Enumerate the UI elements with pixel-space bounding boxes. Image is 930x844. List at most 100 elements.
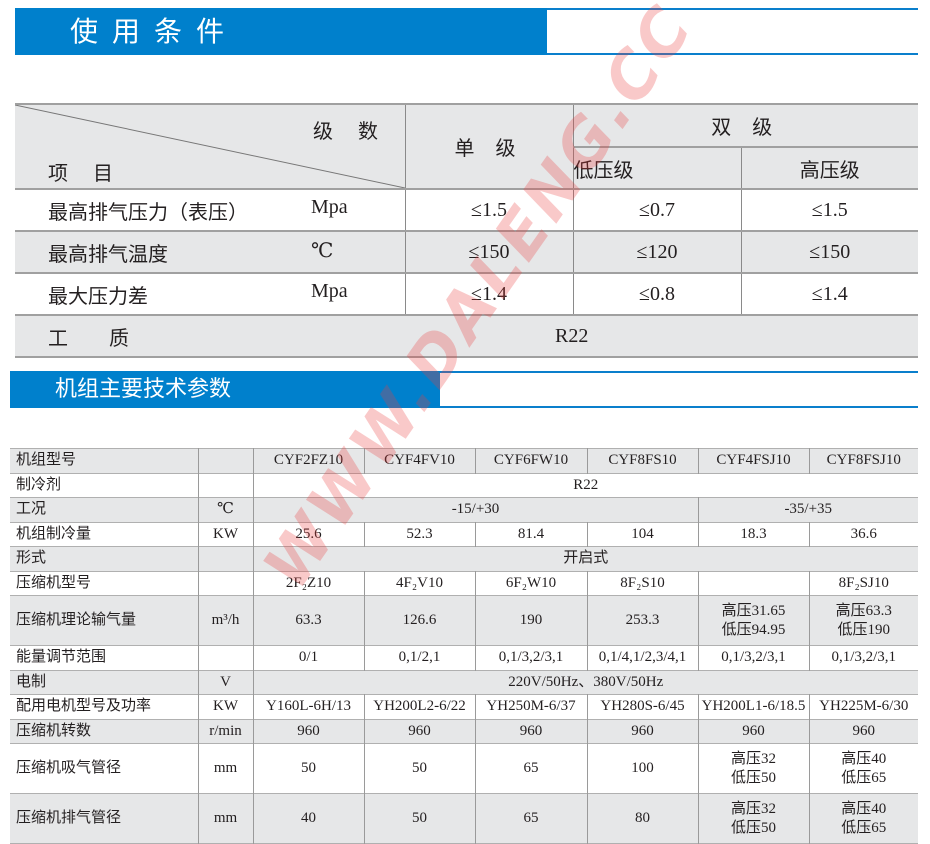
unit: m³/h bbox=[197, 595, 253, 646]
stage-count-label: 级 数 bbox=[313, 121, 388, 143]
table-row: 最大压力差 Mpa ≤1.4 ≤0.8 ≤1.4 bbox=[15, 273, 918, 315]
value-cell: CYF4FV10 bbox=[363, 448, 475, 473]
unit bbox=[197, 546, 253, 571]
value-cell: 960 bbox=[697, 719, 809, 744]
row-label: 形式 bbox=[16, 550, 47, 567]
table-row: 压缩机排气管径 mm 40 50 65 80 高压32 低压50 高压40 低压65 bbox=[10, 793, 918, 844]
table-row: 机组制冷量 KW 25.6 52.3 81.4 104 18.3 36.6 bbox=[10, 522, 918, 547]
unit: KW bbox=[197, 694, 253, 719]
table-row-medium: 工 质 R22 bbox=[15, 315, 918, 357]
high-value: ≤150 bbox=[740, 231, 918, 273]
low-value: ≤120 bbox=[572, 231, 742, 273]
table-row: 压缩机吸气管径 mm 50 50 65 100 高压32 低压50 高压40 低压65 bbox=[10, 743, 918, 794]
value-cell: CYF8FSJ10 bbox=[808, 448, 918, 473]
unit: V bbox=[197, 670, 253, 695]
table-row: 压缩机型号 2F₂Z10 4F₂V10 6F₂W10 8F₂S10 8F₂SJ10 bbox=[10, 571, 918, 596]
high-value: ≤1.5 bbox=[740, 189, 918, 231]
row-label: 最大压力差 Mpa bbox=[15, 273, 406, 315]
table-row: 制冷剂 R22 bbox=[10, 473, 918, 498]
value-cell: 25.6 bbox=[252, 522, 364, 547]
table-row: 电制 V 220V/50Hz、380V/50Hz bbox=[10, 670, 918, 695]
row-label: 机组制冷量 bbox=[16, 525, 92, 542]
value-cell: CYF8FS10 bbox=[586, 448, 698, 473]
table-row: 工况 ℃ -15/+30 -35/+35 bbox=[10, 497, 918, 522]
double-stage-header: 双 级 bbox=[572, 104, 918, 148]
value-cell: 0/1 bbox=[252, 645, 364, 670]
value-cell: 高压40 低压65 bbox=[808, 793, 918, 844]
tech-params-table: 机组型号 CYF2FZ10 CYF4FV10 CYF6FW10 CYF8FS10 CYF4… bbox=[10, 448, 918, 844]
diagonal-line bbox=[15, 105, 405, 188]
unit: KW bbox=[197, 522, 253, 547]
row-label: 最高排气压力（表压） Mpa bbox=[15, 189, 406, 231]
value-cell: YH200L2-6/22 bbox=[363, 694, 475, 719]
unit: Mpa bbox=[311, 195, 348, 218]
value-cell: 8F₂S10 bbox=[586, 571, 698, 596]
value-cell: 高压32 低压50 bbox=[697, 793, 809, 844]
value-cell: 960 bbox=[474, 719, 587, 744]
row-label: 制冷剂 bbox=[16, 476, 62, 493]
value-cell: 6F₂W10 bbox=[474, 571, 587, 596]
value-cell: 0,1/3,2/3,1 bbox=[808, 645, 918, 670]
medium-value: R22 bbox=[555, 324, 589, 347]
row-label: 工况 bbox=[16, 501, 47, 518]
value-cell: 104 bbox=[586, 522, 698, 547]
value-cell: 65 bbox=[474, 743, 587, 794]
section-header-tech-params: 机组主要技术参数 bbox=[10, 371, 918, 408]
unit bbox=[197, 473, 253, 498]
unit: mm bbox=[197, 793, 253, 844]
value-cell: YH250M-6/37 bbox=[474, 694, 587, 719]
single-value: ≤1.5 bbox=[404, 189, 574, 231]
table-row: 最高排气压力（表压） Mpa ≤1.5 ≤0.7 ≤1.5 bbox=[15, 189, 918, 231]
single-value: ≤150 bbox=[404, 231, 574, 273]
value-cell: 126.6 bbox=[363, 595, 475, 646]
row-label: 机组型号 bbox=[16, 452, 77, 469]
low-stage-header: 低压级 bbox=[573, 147, 742, 189]
value-cell: YH200L1-6/18.5 bbox=[697, 694, 809, 719]
unit: Mpa bbox=[311, 279, 348, 302]
value-cell bbox=[697, 571, 809, 596]
value-cell: 2F₂Z10 bbox=[252, 571, 364, 596]
value-cell: YH225M-6/30 bbox=[808, 694, 918, 719]
value-cell: Y160L-6H/13 bbox=[252, 694, 364, 719]
value-cell: CYF4FSJ10 bbox=[697, 448, 809, 473]
value-cell: YH280S-6/45 bbox=[586, 694, 698, 719]
table-row: 机组型号 CYF2FZ10 CYF4FV10 CYF6FW10 CYF8FS10 CYF4… bbox=[10, 448, 918, 473]
unit bbox=[197, 645, 253, 670]
value-cell: 高压63.3 低压190 bbox=[808, 595, 918, 646]
row-label: 压缩机转数 bbox=[16, 722, 92, 739]
value-cell: CYF2FZ10 bbox=[252, 448, 364, 473]
row-label: 配用电机型号及功率 bbox=[16, 698, 152, 715]
unit: mm bbox=[197, 743, 253, 794]
table-row: 最高排气温度 ℃ ≤150 ≤120 ≤150 bbox=[15, 231, 918, 273]
table-row: 压缩机转数 r/min 960 960 960 960 960 960 bbox=[10, 719, 918, 744]
section-title: 使用条件 bbox=[15, 8, 547, 55]
value-cell: 40 bbox=[252, 793, 364, 844]
value-cell: 0,1/3,2/3,1 bbox=[697, 645, 809, 670]
value-cell: 52.3 bbox=[363, 522, 475, 547]
value-cell: 190 bbox=[474, 595, 587, 646]
value-cell: 0,1/2,1 bbox=[363, 645, 475, 670]
section-header-usage-conditions: 使用条件 bbox=[15, 8, 918, 55]
value-cell: 960 bbox=[363, 719, 475, 744]
unit: ℃ bbox=[197, 497, 253, 522]
value-cell: 18.3 bbox=[697, 522, 809, 547]
value-cell: 0,1/4,1/2,3/4,1 bbox=[586, 645, 698, 670]
value-cell: 高压32 低压50 bbox=[697, 743, 809, 794]
value-cell: 4F₂V10 bbox=[363, 571, 475, 596]
high-value: ≤1.4 bbox=[740, 273, 918, 315]
row-label: 电制 bbox=[16, 673, 47, 690]
unit: r/min bbox=[197, 719, 253, 744]
value-cell: 50 bbox=[363, 743, 475, 794]
value-cell: 63.3 bbox=[252, 595, 364, 646]
value-cell: 高压40 低压65 bbox=[808, 743, 918, 794]
value-cell: 100 bbox=[586, 743, 698, 794]
value-cell: 8F₂SJ10 bbox=[808, 571, 918, 596]
section-title: 机组主要技术参数 bbox=[10, 371, 440, 408]
unit: ℃ bbox=[311, 239, 334, 262]
row-label: 能量调节范围 bbox=[16, 649, 107, 666]
single-value: ≤1.4 bbox=[404, 273, 574, 315]
row-label: 压缩机排气管径 bbox=[16, 810, 122, 826]
value-cell: -35/+35 bbox=[697, 497, 918, 522]
low-value: ≤0.7 bbox=[572, 189, 742, 231]
value-cell: 50 bbox=[363, 793, 475, 844]
